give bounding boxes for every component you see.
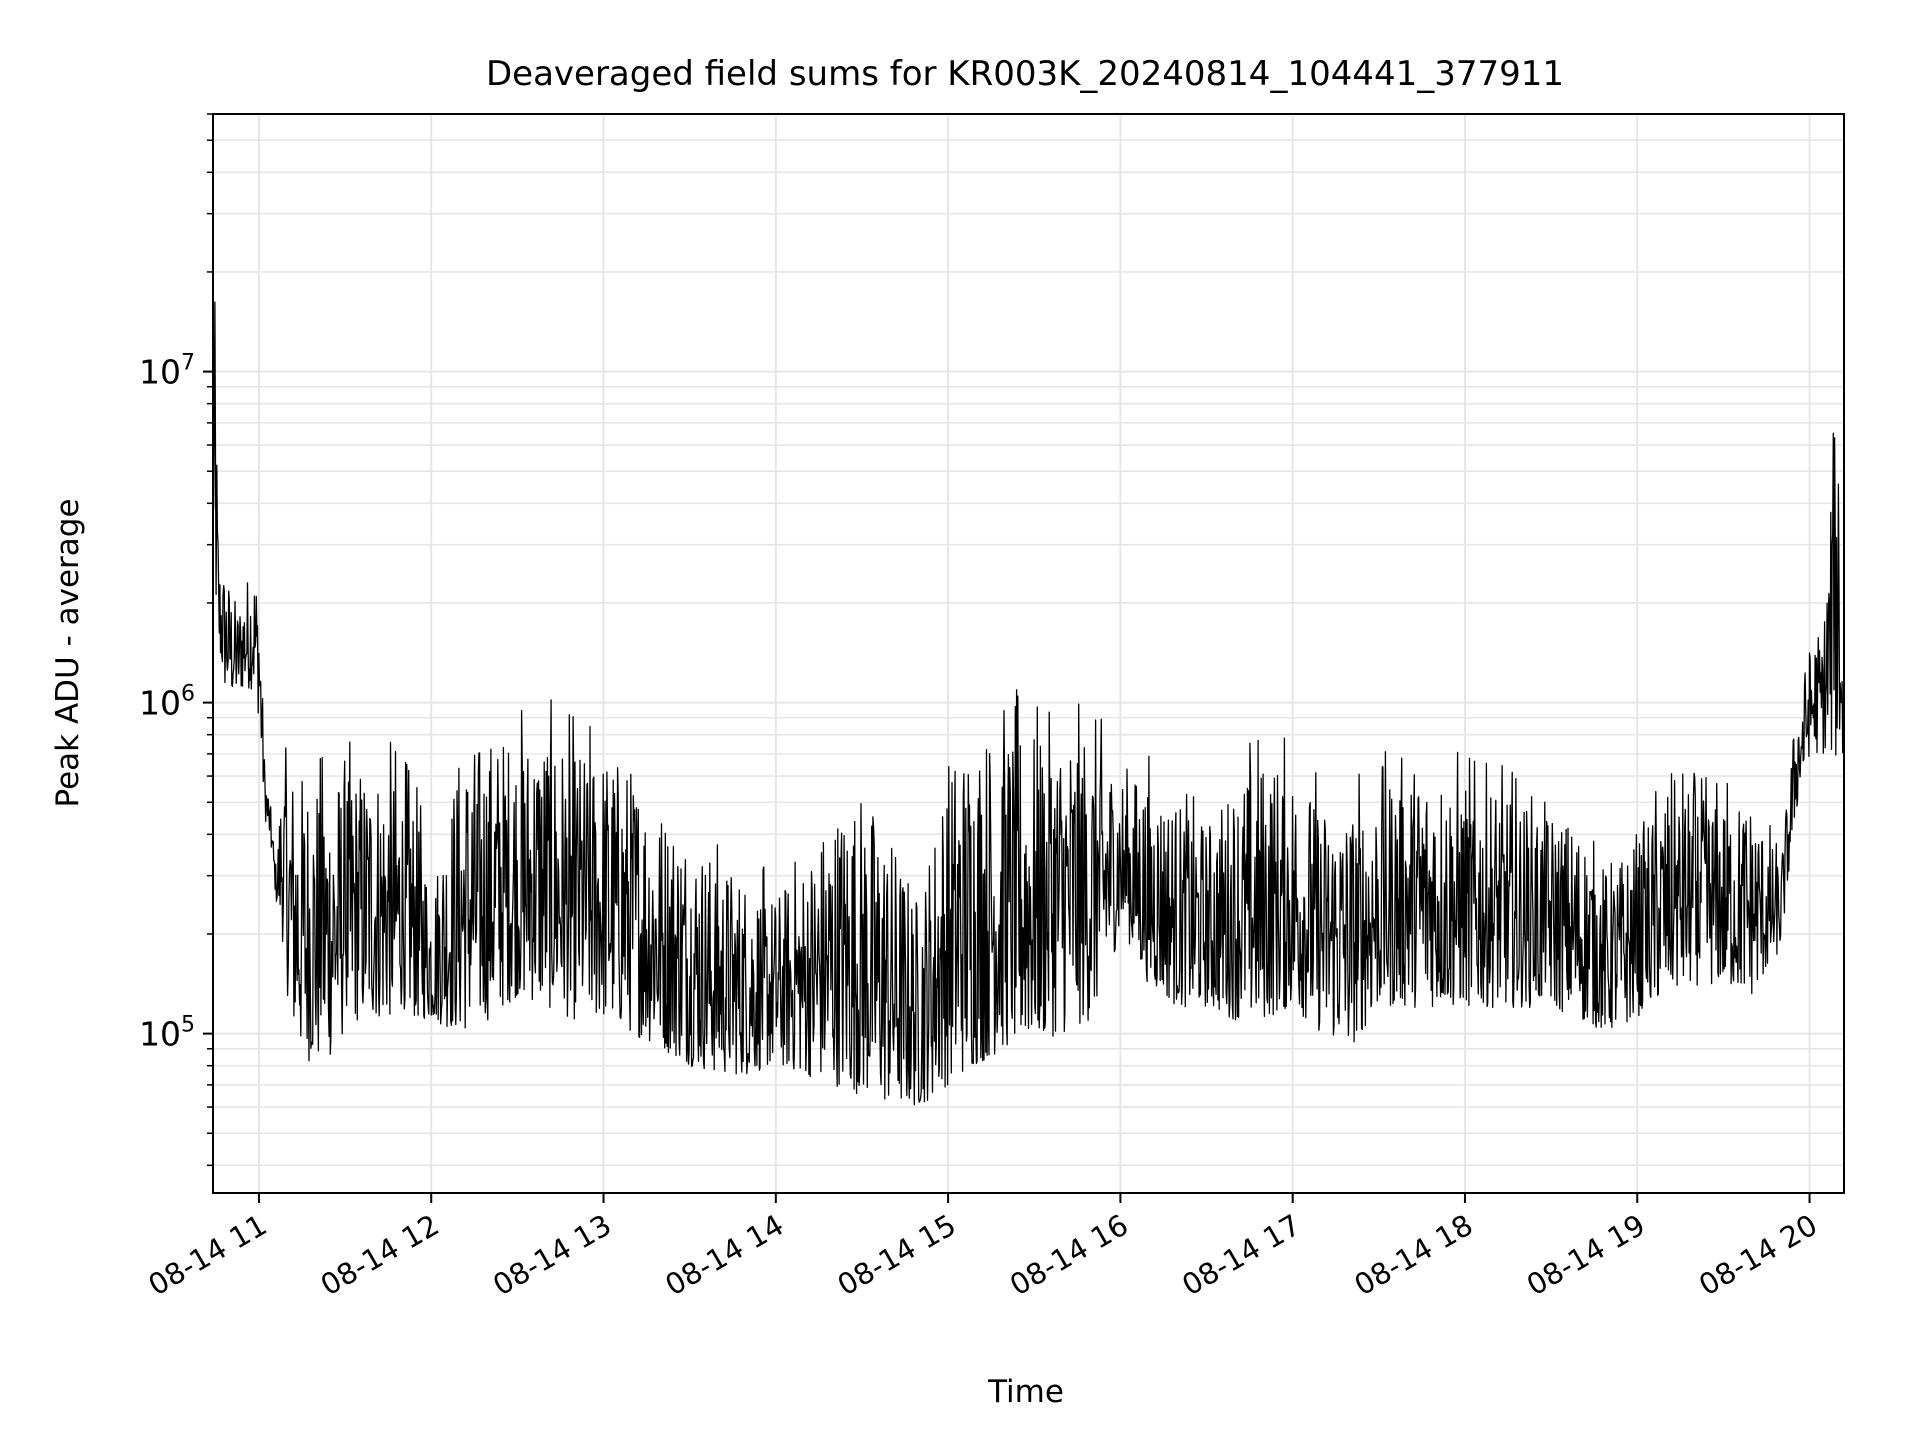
y-tick-label: 106 bbox=[139, 682, 195, 723]
y-axis: 105 106 107 bbox=[139, 113, 213, 1167]
chart-title: Deaveraged field sums for KR003K_2024081… bbox=[486, 54, 1564, 94]
series-layer bbox=[212, 301, 1845, 1106]
x-axis-label: Time bbox=[987, 1374, 1064, 1410]
y-tick-label: 105 bbox=[139, 1013, 195, 1054]
series-line bbox=[212, 301, 1845, 1106]
y-tick-label: 107 bbox=[139, 351, 195, 392]
y-axis-label: Peak ADU - average bbox=[50, 498, 86, 807]
plot-frame bbox=[212, 113, 1845, 1194]
